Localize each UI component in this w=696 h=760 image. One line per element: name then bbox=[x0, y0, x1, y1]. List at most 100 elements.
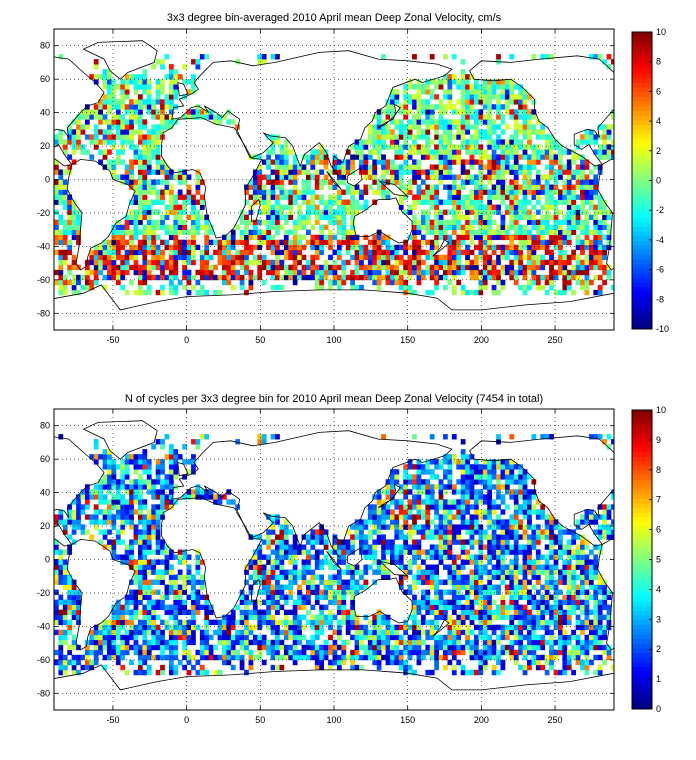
bin-cell bbox=[496, 104, 501, 110]
bin-cell bbox=[155, 159, 161, 165]
bin-cell bbox=[447, 164, 453, 170]
bin-cell bbox=[522, 184, 528, 190]
bin-cell bbox=[513, 214, 519, 220]
bin-cell bbox=[487, 189, 493, 195]
bin-cell bbox=[381, 619, 386, 626]
bin-cell bbox=[367, 544, 373, 550]
bottom-chart-title: N of cycles per 3x3 degree bin for 2010 … bbox=[124, 393, 544, 405]
bin-cell bbox=[429, 204, 435, 210]
bin-cell bbox=[168, 604, 174, 611]
bin-cell bbox=[124, 84, 130, 90]
bin-cell bbox=[76, 519, 81, 525]
bin-cell bbox=[292, 154, 298, 160]
y-tick-label: 80 bbox=[40, 41, 50, 51]
bin-cell bbox=[310, 544, 316, 550]
bin-cell bbox=[425, 119, 431, 125]
bin-cell bbox=[456, 144, 462, 150]
bin-cell bbox=[416, 499, 422, 505]
bin-cell bbox=[124, 609, 130, 616]
bin-cell bbox=[252, 554, 258, 560]
bin-cell bbox=[133, 104, 139, 110]
bin-cell bbox=[412, 134, 417, 140]
bin-cell bbox=[76, 214, 81, 220]
bin-cell bbox=[354, 249, 360, 256]
bin-cell bbox=[372, 269, 378, 276]
bin-cell bbox=[239, 619, 245, 626]
bin-cell bbox=[182, 609, 187, 616]
bin-cell bbox=[575, 214, 581, 220]
bin-cell bbox=[367, 264, 373, 271]
bin-cell bbox=[191, 454, 196, 460]
bin-cell bbox=[575, 174, 581, 180]
bin-cell bbox=[465, 104, 470, 110]
bin-cell bbox=[345, 654, 351, 661]
bin-cell bbox=[482, 274, 488, 281]
bin-cell bbox=[54, 159, 59, 165]
bin-cell bbox=[319, 154, 325, 160]
bin-cell bbox=[160, 494, 165, 500]
bin-cell bbox=[571, 189, 577, 195]
bin-cell bbox=[363, 274, 369, 281]
bin-cell bbox=[390, 269, 395, 276]
bin-cell bbox=[164, 164, 170, 170]
bin-cell bbox=[336, 159, 342, 165]
bin-cell bbox=[102, 634, 108, 641]
bin-cell bbox=[332, 264, 338, 271]
bin-cell bbox=[394, 549, 400, 555]
bin-cell bbox=[98, 499, 103, 505]
bin-cell bbox=[168, 269, 174, 276]
bin-cell bbox=[504, 194, 510, 200]
bin-cell bbox=[522, 189, 528, 195]
bin-cell bbox=[500, 234, 506, 241]
bin-cell bbox=[341, 179, 347, 185]
bin-cell bbox=[447, 259, 453, 266]
bin-cell bbox=[540, 149, 546, 155]
bin-cell bbox=[350, 544, 355, 550]
bin-cell bbox=[270, 619, 276, 626]
bin-cell bbox=[182, 274, 187, 281]
bin-cell bbox=[504, 189, 510, 195]
bin-cell bbox=[367, 154, 373, 160]
bin-cell bbox=[279, 549, 285, 555]
bin-cell bbox=[412, 669, 417, 676]
bin-cell bbox=[115, 489, 121, 495]
bin-cell bbox=[363, 174, 369, 180]
bin-cell bbox=[602, 219, 607, 225]
bin-cell bbox=[248, 194, 254, 200]
bin-cell bbox=[438, 174, 444, 180]
bin-cell bbox=[602, 154, 607, 160]
bin-cell bbox=[67, 604, 73, 611]
bin-cell bbox=[509, 164, 515, 170]
bin-cell bbox=[182, 264, 187, 271]
bin-cell bbox=[177, 224, 183, 231]
bin-cell bbox=[186, 659, 192, 666]
bin-cell bbox=[443, 164, 448, 170]
bin-cell bbox=[257, 609, 263, 616]
bin-cell bbox=[487, 264, 493, 271]
bin-cell bbox=[341, 224, 347, 231]
bin-cell bbox=[606, 64, 612, 70]
bin-cell bbox=[310, 554, 316, 560]
bin-cell bbox=[151, 114, 157, 120]
bin-cell bbox=[531, 244, 537, 251]
bin-cell bbox=[155, 94, 161, 100]
bin-cell bbox=[319, 654, 325, 661]
bin-cell bbox=[363, 269, 369, 276]
bin-cell bbox=[496, 254, 501, 261]
bin-cell bbox=[469, 84, 475, 90]
bin-cell bbox=[522, 164, 528, 170]
bin-cell bbox=[376, 234, 382, 241]
bin-cell bbox=[314, 589, 320, 595]
bin-cell bbox=[451, 144, 457, 150]
bin-cell bbox=[107, 504, 112, 510]
bin-cell bbox=[385, 99, 391, 105]
bin-cell bbox=[107, 464, 112, 470]
bin-cell bbox=[173, 259, 179, 266]
bin-cell bbox=[341, 219, 347, 225]
bin-cell bbox=[93, 509, 99, 515]
bin-cell bbox=[367, 634, 373, 641]
bin-cell bbox=[58, 54, 64, 60]
bin-cell bbox=[509, 94, 515, 100]
bin-cell bbox=[363, 199, 369, 205]
bin-cell bbox=[195, 564, 201, 570]
